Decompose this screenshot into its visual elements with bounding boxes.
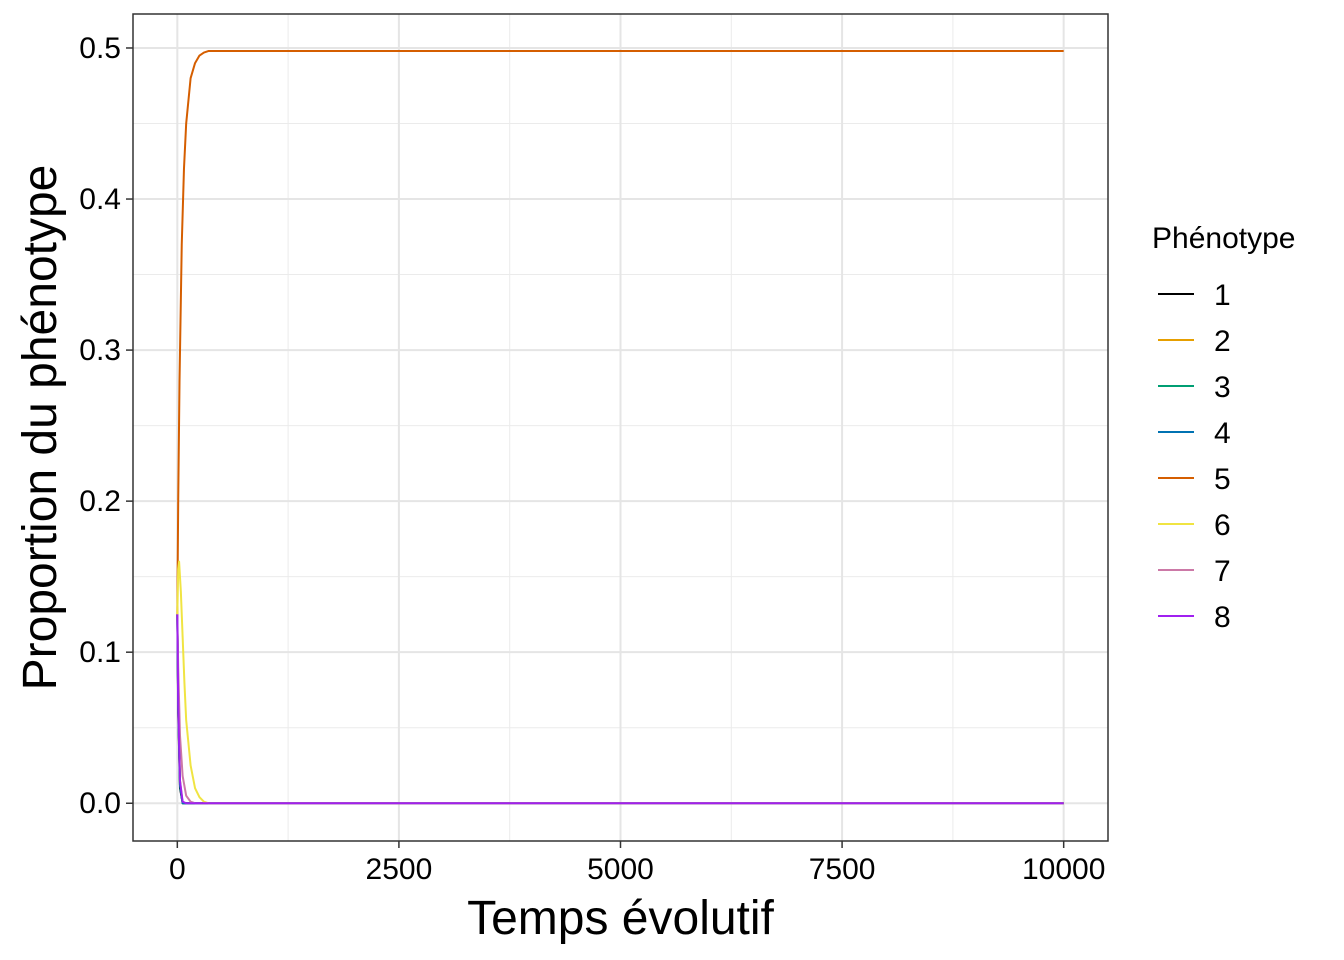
- legend: Phénotype 1 2 3 4 5 6 7 8: [1152, 222, 1295, 634]
- series-line-5: [176, 50, 1064, 615]
- series-line-6: [176, 560, 1064, 805]
- legend-items: 1 2 3 4 5 6 7 8: [1158, 279, 1231, 634]
- grid-lines: [133, 14, 1108, 841]
- x-tick-label: 2500: [366, 853, 433, 886]
- x-tick-label: 10000: [1022, 853, 1105, 886]
- x-axis-title: Temps évolutif: [467, 892, 774, 945]
- y-tick-label: 0.0: [79, 787, 121, 820]
- legend-label-1: 1: [1214, 279, 1231, 312]
- legend-label-4: 4: [1214, 417, 1231, 450]
- axis-ticks: 0 2500 5000 7500 10000 0.0 0.1 0.2 0.3 0.4 0.5: [79, 32, 1105, 886]
- legend-title: Phénotype: [1152, 222, 1295, 255]
- y-tick-label: 0.5: [79, 32, 121, 65]
- legend-label-8: 8: [1214, 601, 1231, 634]
- x-tick-label: 7500: [809, 853, 876, 886]
- y-tick-label: 0.1: [79, 636, 121, 669]
- y-axis-title: Proportion du phénotype: [14, 165, 67, 691]
- legend-label-6: 6: [1214, 509, 1231, 542]
- series-line-8: [176, 614, 1064, 805]
- legend-label-7: 7: [1214, 555, 1231, 588]
- legend-label-2: 2: [1214, 325, 1231, 358]
- x-tick-label: 0: [169, 853, 186, 886]
- y-tick-label: 0.4: [79, 183, 121, 216]
- legend-label-3: 3: [1214, 371, 1231, 404]
- legend-label-5: 5: [1214, 463, 1231, 496]
- y-tick-label: 0.2: [79, 485, 121, 518]
- series-lines: [176, 50, 1064, 805]
- y-tick-label: 0.3: [79, 334, 121, 367]
- x-tick-label: 5000: [587, 853, 654, 886]
